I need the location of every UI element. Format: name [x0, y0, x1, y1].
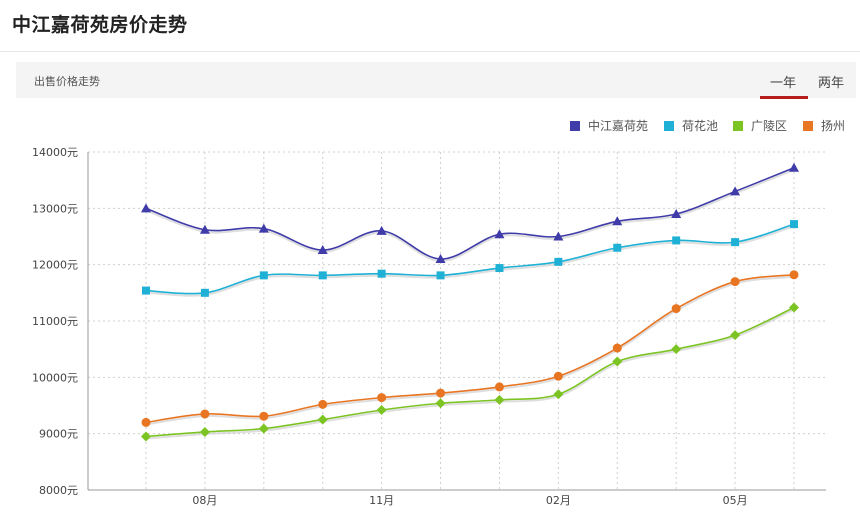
series-line-shadow: [145, 225, 795, 297]
series-line: [145, 223, 795, 295]
data-point: [671, 304, 681, 314]
legend-layer: 中江嘉荷苑 荷花池 广陵区 扬州: [570, 118, 845, 133]
data-point: [200, 288, 209, 297]
x-tick-label: 02月: [546, 494, 571, 507]
data-point: [259, 411, 269, 421]
y-tick-label: 11000元: [32, 315, 78, 328]
data-point: [141, 431, 151, 442]
data-point: [435, 254, 446, 264]
data-point: [495, 264, 504, 273]
tab-one-year[interactable]: 一年: [770, 76, 797, 91]
series-0: [141, 162, 799, 264]
data-point: [436, 388, 446, 398]
data-point: [671, 344, 682, 355]
data-point: [141, 417, 151, 427]
data-point: [317, 245, 328, 255]
data-point: [494, 382, 504, 392]
x-tick-label: 08月: [192, 494, 217, 507]
data-point: [613, 243, 622, 252]
legend-label: 荷花池: [682, 118, 718, 133]
data-point: [141, 203, 151, 213]
chart-header-panel: 出售价格走势 一年 两年: [16, 62, 856, 99]
data-point: [318, 399, 328, 409]
data-point: [377, 269, 386, 278]
x-tick-label: 11月: [369, 494, 394, 507]
data-point: [494, 394, 505, 405]
legend-label: 中江嘉荷苑: [588, 118, 648, 133]
data-point: [790, 220, 798, 229]
legend-swatch: [664, 121, 674, 131]
data-point: [554, 257, 563, 266]
data-point: [494, 229, 505, 239]
data-point: [612, 343, 622, 353]
data-point: [199, 426, 210, 437]
data-point: [258, 423, 269, 434]
series-2: [141, 302, 799, 442]
series-line: [145, 167, 795, 260]
data-point: [789, 302, 799, 313]
y-tick-label: 10000元: [32, 371, 78, 384]
data-point: [142, 286, 150, 295]
axis-layer: 8000元 9000元 10000元 11000元 12000元 13000元 14000元…: [32, 146, 826, 507]
y-tick-label: 12000元: [32, 259, 78, 272]
data-point: [377, 393, 387, 403]
data-point: [317, 414, 328, 425]
active-tab-indicator: [760, 96, 808, 99]
data-point: [318, 271, 327, 280]
panel-label: 出售价格走势: [34, 75, 100, 88]
data-point: [259, 271, 268, 280]
data-point: [612, 216, 623, 226]
legend-label: 广陵区: [751, 119, 787, 133]
data-point: [553, 371, 563, 381]
series-1: [142, 220, 798, 297]
page-title: 中江嘉荷苑房价走势: [12, 14, 188, 36]
y-tick-label: 9000元: [39, 428, 78, 441]
data-point: [199, 224, 210, 234]
data-point: [730, 186, 741, 196]
data-point: [671, 208, 682, 218]
data-point: [612, 356, 623, 367]
data-point: [376, 405, 387, 416]
series-3: [141, 270, 799, 427]
y-tick-label: 8000元: [39, 484, 78, 497]
data-point: [436, 271, 445, 280]
data-point: [553, 231, 564, 241]
data-point: [789, 270, 799, 280]
data-point: [376, 225, 387, 235]
y-tick-label: 14000元: [32, 146, 78, 159]
data-point: [672, 236, 681, 245]
y-tick-label: 13000元: [32, 202, 78, 215]
legend-label: 扬州: [821, 118, 845, 133]
x-tick-label: 05月: [723, 494, 748, 507]
title-divider: [0, 51, 860, 52]
tab-two-year[interactable]: 两年: [818, 76, 845, 91]
data-point: [731, 238, 740, 247]
data-point: [730, 277, 740, 287]
data-point: [730, 330, 741, 341]
series-line-shadow: [145, 308, 795, 440]
data-point: [553, 389, 564, 400]
legend-swatch: [803, 121, 813, 131]
data-point: [789, 162, 799, 172]
legend-swatch: [570, 121, 580, 131]
series-layer: [141, 162, 799, 442]
data-point: [435, 398, 446, 409]
series-line: [145, 274, 795, 424]
legend-swatch: [733, 121, 743, 131]
data-point: [258, 223, 269, 233]
data-point: [200, 409, 210, 419]
